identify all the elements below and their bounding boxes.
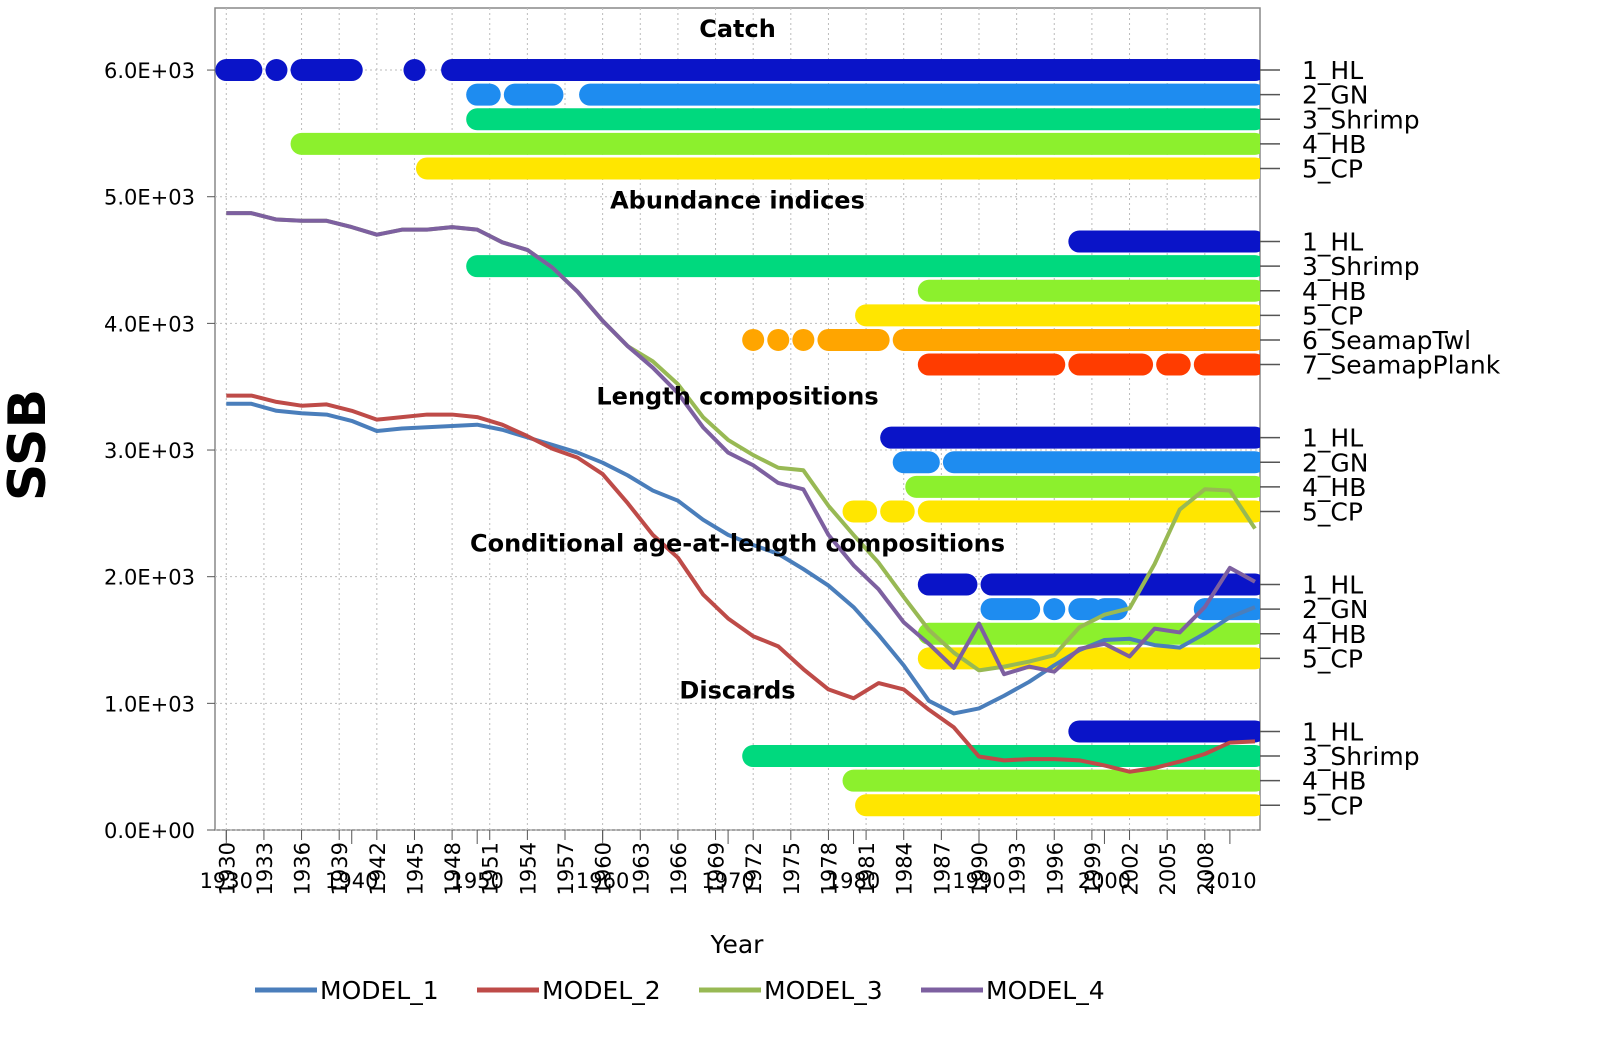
x-tick-label: 1940 — [325, 869, 378, 893]
row-label: 5_CP — [1302, 301, 1363, 330]
x-tick-label-rotated: 1966 — [667, 842, 691, 895]
legend-label: MODEL_4 — [986, 976, 1105, 1005]
x-tick-label-rotated: 1999 — [1081, 842, 1105, 895]
legend-label: MODEL_3 — [764, 976, 883, 1005]
x-tick-label-rotated: 1990 — [968, 842, 992, 895]
section-title: Discards — [679, 676, 795, 704]
row-label: 3_Shrimp — [1302, 252, 1420, 281]
row-label: 4_HB — [1302, 767, 1366, 796]
row-label: 4_HB — [1302, 277, 1366, 306]
row-label: 1_HL — [1302, 717, 1363, 746]
x-tick-label-rotated: 1948 — [441, 842, 465, 895]
x-tick-label-rotated: 1975 — [780, 842, 804, 895]
x-tick-label: 1960 — [576, 869, 629, 893]
x-tick-label-rotated: 1984 — [893, 842, 917, 895]
x-tick-label-rotated: 2005 — [1156, 842, 1180, 895]
y-tick-label: 0.0E+00 — [104, 819, 195, 843]
y-tick-label: 6.0E+03 — [104, 59, 195, 83]
series-line — [226, 211, 1256, 677]
section-title: Conditional age-at-length compositions — [470, 530, 1005, 558]
y-tick-label: 5.0E+03 — [104, 186, 195, 210]
x-tick-label-rotated: 1939 — [328, 842, 352, 895]
y-axis-label: SSB — [0, 389, 58, 501]
section-title: Abundance indices — [610, 187, 865, 215]
series-line — [226, 393, 1256, 774]
row-label: 6_SeamapTwl — [1302, 326, 1471, 355]
row-label: 5_CP — [1302, 154, 1363, 183]
x-tick-label-rotated: 1993 — [1006, 842, 1030, 895]
legend-label: MODEL_2 — [542, 976, 661, 1005]
x-axis-label: Year — [710, 930, 765, 959]
legend: MODEL_1 MODEL_2 MODEL_3 MODEL_4 — [255, 976, 1105, 1005]
data-bars — [215, 59, 1260, 817]
row-label: 2_GN — [1302, 595, 1368, 624]
x-tick-label: 1930 — [200, 869, 253, 893]
x-tick-label: 2000 — [1078, 869, 1131, 893]
row-label: 4_HB — [1302, 130, 1366, 159]
x-tick-label-rotated: 2002 — [1119, 842, 1143, 895]
row-label: 5_CP — [1302, 791, 1363, 820]
row-label: 7_SeamapPlank — [1302, 351, 1501, 380]
x-tick-label-rotated: 1957 — [554, 842, 578, 895]
x-tick-label-rotated: 1981 — [855, 842, 879, 895]
row-label: 1_HL — [1302, 571, 1363, 600]
row-label: 5_CP — [1302, 497, 1363, 526]
legend-label: MODEL_1 — [320, 976, 439, 1005]
row-label: 3_Shrimp — [1302, 742, 1420, 771]
x-tick-label-rotated: 1996 — [1043, 842, 1067, 895]
row-label: 2_GN — [1302, 81, 1368, 110]
y-tick-label: 3.0E+03 — [104, 439, 195, 463]
row-label: 4_HB — [1302, 473, 1366, 502]
x-tick-label: 2010 — [1203, 869, 1256, 893]
x-tick-label-rotated: 1960 — [592, 842, 616, 895]
y-tick-label: 1.0E+03 — [104, 692, 195, 716]
row-label: 5_CP — [1302, 644, 1363, 673]
x-tick-label-rotated: 1945 — [403, 842, 427, 895]
row-label: 4_HB — [1302, 620, 1366, 649]
row-label: 1_HL — [1302, 56, 1363, 85]
section-title: Catch — [699, 15, 776, 43]
x-tick-label-rotated: 1936 — [291, 842, 315, 895]
x-tick-label-rotated: 2008 — [1194, 842, 1218, 895]
row-label: 3_Shrimp — [1302, 105, 1420, 134]
x-tick-label-rotated: 1942 — [366, 842, 390, 895]
y-tick-label: 2.0E+03 — [104, 566, 195, 590]
x-tick-label-rotated: 1933 — [253, 842, 277, 895]
lines — [226, 211, 1257, 774]
x-tick-label-rotated: 1963 — [629, 842, 653, 895]
x-tick-label-rotated: 1951 — [479, 842, 503, 895]
x-tick-label: 1970 — [701, 869, 754, 893]
section-title: Length compositions — [596, 383, 878, 411]
y-tick-label: 4.0E+03 — [104, 312, 195, 336]
x-tick-label: 1950 — [450, 869, 503, 893]
row-label: 2_GN — [1302, 448, 1368, 477]
axes: 0.0E+00 1.0E+03 2.0E+03 3.0E+03 4.0E+03 5.0E+… — [104, 15, 1501, 895]
x-tick-label: 1980 — [827, 869, 880, 893]
x-tick-label-rotated: 1972 — [742, 842, 766, 895]
row-label: 1_HL — [1302, 424, 1363, 453]
x-tick-label: 1990 — [952, 869, 1005, 893]
x-tick-label-rotated: 1930 — [215, 842, 239, 895]
x-tick-label-rotated: 1978 — [817, 842, 841, 895]
x-tick-label-rotated: 1954 — [516, 842, 540, 895]
x-tick-label-rotated: 1969 — [705, 842, 729, 895]
x-tick-label-rotated: 1987 — [930, 842, 954, 895]
row-label: 1_HL — [1302, 228, 1363, 257]
